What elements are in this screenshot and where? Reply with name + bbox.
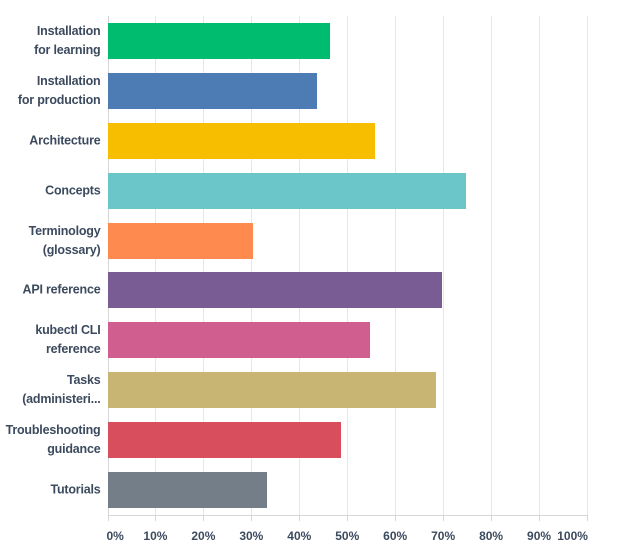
plot-area <box>107 16 588 515</box>
x-tick-40% <box>299 515 301 521</box>
x-tick-label-70%: 70% <box>431 529 456 543</box>
gridline-20% <box>203 16 205 515</box>
gridline-10% <box>155 16 157 515</box>
x-tick-60% <box>395 515 397 521</box>
x-tick-label-0%: 0% <box>106 529 124 543</box>
x-tick-label-30%: 30% <box>239 529 264 543</box>
gridline-50% <box>347 16 349 515</box>
bar-tutorials[interactable] <box>108 472 268 509</box>
bar-installation-for-learning[interactable] <box>108 22 331 59</box>
gridline-0% <box>107 16 109 515</box>
x-tick-80% <box>491 515 493 521</box>
bar-concepts[interactable] <box>108 172 466 209</box>
category-label-api-reference: API reference <box>22 282 101 297</box>
gridline-90% <box>539 16 541 515</box>
x-tick-20% <box>203 515 205 521</box>
x-tick-90% <box>539 515 541 521</box>
x-tick-label-10%: 10% <box>143 529 168 543</box>
x-tick-0% <box>107 515 109 521</box>
bar-api-reference[interactable] <box>108 272 442 309</box>
bar-kubectl-cli-reference[interactable] <box>108 322 370 359</box>
x-tick-label-60%: 60% <box>383 529 408 543</box>
x-tick-10% <box>155 515 157 521</box>
x-tick-label-80%: 80% <box>479 529 504 543</box>
category-label-concepts: Concepts <box>45 183 101 198</box>
x-tick-label-100%: 100% <box>557 529 588 543</box>
gridline-40% <box>299 16 301 515</box>
category-label-installation-for-learning: Installation for learning <box>34 23 101 57</box>
bar-installation-for-production[interactable] <box>108 72 317 109</box>
category-label-terminology-glossary: Terminology (glossary) <box>28 223 101 257</box>
gridline-60% <box>395 16 397 515</box>
gridline-80% <box>491 16 493 515</box>
gridline-70% <box>443 16 445 515</box>
gridline-30% <box>251 16 253 515</box>
category-label-kubectl-cli-reference: kubectl CLI reference <box>35 323 101 357</box>
bar-troubleshooting-guidance[interactable] <box>108 422 341 459</box>
x-tick-label-50%: 50% <box>335 529 360 543</box>
x-tick-100% <box>587 515 588 521</box>
category-label-architecture: Architecture <box>29 133 101 148</box>
x-tick-50% <box>347 515 349 521</box>
x-tick-70% <box>443 515 445 521</box>
category-label-troubleshooting-guidance: Troubleshooting guidance <box>5 423 101 457</box>
bar-tasks-administering[interactable] <box>108 372 437 409</box>
x-tick-label-40%: 40% <box>287 529 312 543</box>
gridline-100% <box>587 16 588 515</box>
category-label-tutorials: Tutorials <box>50 482 101 497</box>
bar-architecture[interactable] <box>108 122 376 159</box>
category-label-installation-for-production: Installation for production <box>17 73 101 107</box>
x-tick-label-20%: 20% <box>191 529 216 543</box>
x-tick-30% <box>251 515 253 521</box>
x-tick-label-90%: 90% <box>527 529 552 543</box>
category-label-tasks-administering: Tasks (administeri... <box>22 373 101 407</box>
bar-terminology-glossary[interactable] <box>108 222 254 259</box>
